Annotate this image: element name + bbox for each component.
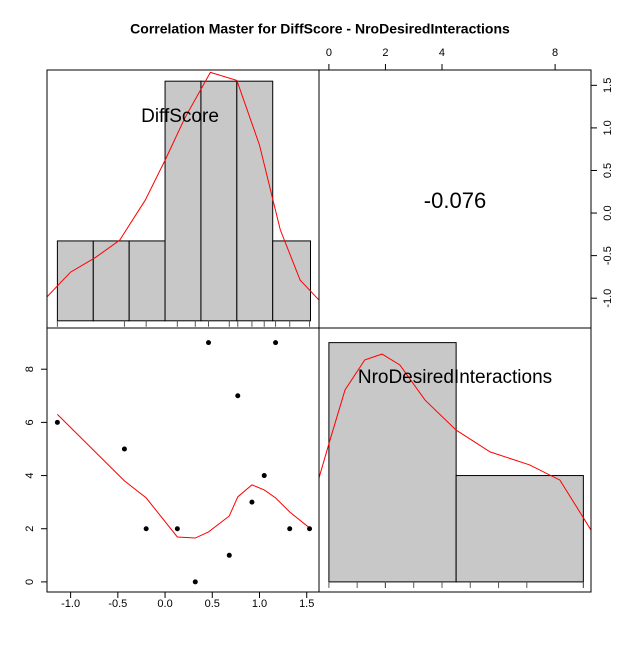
point [273, 340, 279, 346]
x-tick-label: 1.0 [252, 598, 267, 610]
x-tick-label: 1.5 [299, 598, 314, 610]
smooth-line [57, 414, 310, 539]
point [121, 446, 127, 452]
bar [200, 80, 238, 322]
x-tick-label: -1.0 [61, 598, 80, 610]
y-tick-label: 1.5 [602, 78, 614, 93]
bar [92, 240, 130, 322]
panel-label: DiffScore [141, 106, 219, 127]
point [206, 340, 211, 346]
x-tick-label: 2 [382, 47, 388, 59]
y-tick-label: 0 [24, 579, 36, 585]
point [249, 499, 255, 505]
point [143, 526, 149, 532]
y-tick-label: 2 [24, 526, 36, 532]
x-tick-label: 0.0 [157, 598, 172, 610]
panel-border [46, 327, 320, 593]
x-tick-label: 0 [326, 47, 332, 59]
x-tick-label: 0.5 [205, 598, 220, 610]
y-tick-label: -1.0 [602, 289, 614, 308]
bar [56, 240, 94, 322]
bar [128, 240, 166, 322]
point [174, 526, 180, 532]
point [307, 526, 313, 532]
point [192, 579, 198, 585]
point [226, 552, 232, 558]
panel-label: NroDesiredInteractions [358, 367, 552, 388]
density-line [318, 353, 592, 531]
point [261, 473, 267, 479]
y-tick-label: 8 [24, 366, 36, 372]
y-tick-label: 6 [24, 419, 36, 425]
bar [272, 240, 312, 322]
panel-border [318, 327, 592, 593]
point [235, 393, 241, 399]
point [287, 526, 293, 532]
correlation-value: -0.076 [424, 188, 486, 213]
y-tick-label: 0.5 [602, 163, 614, 178]
y-tick-label: 1.0 [602, 120, 614, 135]
y-tick-label: -0.5 [602, 246, 614, 265]
y-tick-label: 0.0 [602, 205, 614, 220]
y-tick-label: 4 [24, 472, 36, 478]
x-tick-label: 8 [552, 47, 558, 59]
bar [236, 80, 274, 322]
x-tick-label: 4 [439, 47, 445, 59]
chart-title: Correlation Master for DiffScore - NroDe… [130, 21, 510, 37]
x-tick-label: -0.5 [108, 598, 127, 610]
point [54, 419, 60, 425]
density-line [46, 71, 320, 301]
bar [455, 475, 584, 583]
